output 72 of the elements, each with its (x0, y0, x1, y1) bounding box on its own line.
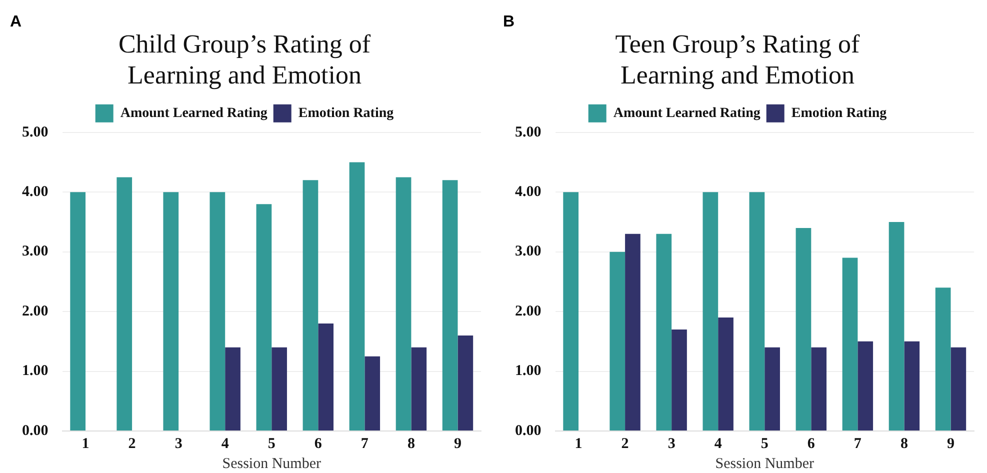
x-tick-label: 4 (221, 436, 230, 452)
x-tick-label: 1 (574, 436, 582, 452)
x-tick-label: 2 (128, 436, 136, 452)
bar (625, 234, 640, 430)
bar (364, 356, 380, 430)
bar (702, 192, 718, 430)
bar (256, 204, 272, 430)
bar (842, 258, 858, 430)
y-tick-label: 3.00 (515, 244, 542, 260)
bar (302, 180, 318, 430)
legend-label: Amount Learned Rating (613, 106, 760, 122)
x-tick-label: 9 (454, 436, 462, 452)
bar (888, 222, 904, 430)
x-tick-label: 2 (621, 436, 629, 452)
y-tick-label: 5.00 (22, 124, 48, 140)
bar (210, 192, 226, 430)
y-tick-label: 1.00 (22, 363, 48, 380)
bar (70, 192, 86, 430)
x-tick-label: 4 (714, 436, 722, 452)
x-tick-label: 5 (760, 436, 768, 452)
x-tick-label: 9 (946, 436, 954, 452)
bar (950, 347, 966, 430)
y-tick-label: 3.00 (22, 244, 48, 260)
y-tick-label: 4.00 (515, 184, 542, 200)
legend-label: Amount Learned Rating (120, 106, 268, 122)
bar (610, 252, 626, 430)
x-tick-label: 7 (360, 436, 369, 452)
bar (672, 329, 687, 430)
x-tick-label: 3 (668, 436, 676, 452)
bar (796, 228, 812, 430)
x-tick-label: 6 (314, 436, 322, 452)
y-tick-label: 2.00 (22, 303, 48, 320)
bar (718, 318, 734, 430)
x-tick-label: 8 (407, 436, 415, 452)
x-tick-label: 5 (268, 436, 276, 452)
y-tick-label: 0.00 (22, 422, 48, 439)
x-axis-title: Session Number (715, 456, 814, 472)
x-tick-label: 8 (900, 436, 908, 452)
bar (225, 347, 240, 430)
bar (904, 341, 920, 430)
bar (563, 192, 579, 430)
bar (349, 162, 365, 430)
y-tick-label: 5.00 (515, 124, 542, 140)
bar (163, 192, 179, 430)
chart-title: Teen Group’s Rating of Learning and Emotion (615, 29, 860, 90)
y-tick-label: 1.00 (515, 363, 542, 380)
x-tick-label: 3 (174, 436, 182, 452)
x-tick-label: 1 (82, 436, 90, 452)
bar (656, 234, 672, 430)
bar (811, 347, 827, 430)
bar (935, 288, 951, 430)
bar (749, 192, 765, 430)
bar (411, 347, 427, 430)
y-tick-label: 0.00 (515, 422, 542, 439)
text: A (10, 13, 22, 30)
legend-label: Emotion Rating (298, 106, 394, 122)
y-tick-label: 4.00 (22, 184, 48, 200)
x-tick-label: 7 (854, 436, 862, 452)
x-tick-label: 6 (807, 436, 816, 452)
chart-title: Child Group’s Rating of Learning and Emotion (118, 29, 371, 90)
bar (764, 347, 780, 430)
bar (458, 335, 474, 430)
bar (442, 180, 458, 430)
bar (272, 347, 287, 430)
text: B (503, 13, 515, 30)
y-tick-label: 2.00 (515, 303, 542, 320)
bar (116, 177, 132, 430)
bar (318, 324, 334, 430)
x-axis-title: Session Number (222, 456, 321, 472)
legend-label: Emotion Rating (791, 106, 887, 122)
bar (858, 341, 874, 430)
bar (396, 177, 412, 430)
